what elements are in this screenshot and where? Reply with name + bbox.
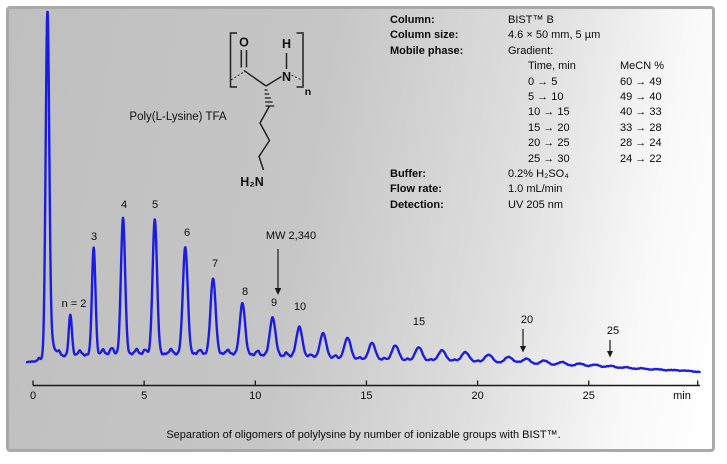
- condition-value: 0.2% H₂SO₄: [508, 168, 569, 181]
- condition-label: Column size:: [390, 29, 459, 42]
- lysine-structure: O H N n H₂N: [229, 32, 311, 189]
- carbonyl-o-label: O: [239, 36, 249, 50]
- condition-label: Flow rate:: [390, 183, 442, 196]
- x-tick-label: 0: [29, 390, 37, 402]
- left-bracket: [229, 32, 237, 88]
- figure-caption: Separation of oligomers of polylysine by…: [166, 429, 561, 441]
- conditions-panel: Column: BIST™ B Column size: 4.6 × 50 mm…: [390, 13, 722, 213]
- amide-n-label: N: [282, 70, 291, 84]
- condition-label: Detection:: [390, 198, 444, 211]
- peak-label-3: 3: [90, 231, 98, 243]
- condition-row: Mobile phase: Gradient:: [390, 44, 722, 59]
- peak-label-4: 4: [120, 199, 128, 211]
- gradient-row: 0 → 5 60 → 49: [528, 75, 662, 88]
- right-bracket: [296, 32, 304, 88]
- x-tick-label: 10: [249, 390, 262, 402]
- peak-label-9: 9: [270, 297, 278, 309]
- peak-label-8: 8: [241, 286, 249, 298]
- condition-row: Flow rate: 1.0 mL/min: [390, 182, 722, 197]
- condition-row: Buffer: 0.2% H₂SO₄: [390, 167, 722, 182]
- x-tick-label: 5: [141, 390, 148, 402]
- x-axis-ticks: [32, 380, 699, 386]
- peak-label-7: 7: [211, 258, 219, 270]
- condition-value: 4.6 × 50 mm, 5 µm: [508, 29, 601, 42]
- condition-label: Mobile phase:: [390, 44, 464, 57]
- gradient-col-time: Time, min: [528, 60, 576, 73]
- peak-label-10: 10: [293, 301, 307, 313]
- mw-annotation: MW 2,340: [265, 230, 317, 242]
- condition-label: Buffer:: [390, 168, 427, 181]
- condition-value: Gradient:: [508, 44, 554, 57]
- peak-label-20: 20: [520, 314, 534, 326]
- x-tick-label: 15: [360, 390, 373, 402]
- chromatogram-trace: [25, 10, 701, 374]
- gradient-row: 10 → 15 40 → 33: [528, 106, 662, 119]
- x-tick-label: 20: [471, 390, 484, 402]
- gradient-header-row: Time, min MeCN %: [528, 59, 722, 74]
- condition-label: Column:: [390, 14, 435, 26]
- stereo-wedge: [264, 89, 275, 107]
- gradient-row: 20 → 25 28 → 24: [528, 137, 662, 150]
- peak20-arrow: [519, 329, 527, 353]
- condition-value: 1.0 mL/min: [508, 183, 563, 196]
- condition-row: Column size: 4.6 × 50 mm, 5 µm: [390, 28, 722, 43]
- peak-label-n2: n = 2: [61, 298, 87, 310]
- peak-label-25: 25: [606, 325, 620, 337]
- x-axis: [32, 380, 700, 387]
- mw-arrow: [274, 249, 282, 295]
- amide-h-label: H: [282, 37, 291, 51]
- gradient-row: 25 → 30 24 → 22: [528, 152, 662, 165]
- peak-label-15: 15: [412, 316, 426, 328]
- peak25-arrow: [607, 340, 613, 358]
- repeat-n-label: n: [305, 86, 311, 98]
- structure-name: Poly(L-Lysine) TFA: [129, 111, 227, 123]
- peak-label-6: 6: [183, 227, 191, 239]
- x-axis-unit: min: [673, 390, 691, 402]
- amine-h2n-label: H₂N: [240, 175, 264, 189]
- condition-value: BIST™ B: [508, 14, 554, 26]
- gradient-col-mecn: MeCN %: [620, 60, 665, 73]
- gradient-row: 15 → 20 33 → 28: [528, 121, 662, 134]
- x-tick-label: 25: [582, 390, 595, 402]
- condition-row: Column: BIST™ B: [390, 13, 722, 28]
- condition-value: UV 205 nm: [508, 198, 564, 211]
- gradient-row: 5 → 10 49 → 40: [528, 91, 662, 104]
- peak-label-5: 5: [151, 199, 159, 211]
- condition-row: Detection: UV 205 nm: [390, 198, 722, 213]
